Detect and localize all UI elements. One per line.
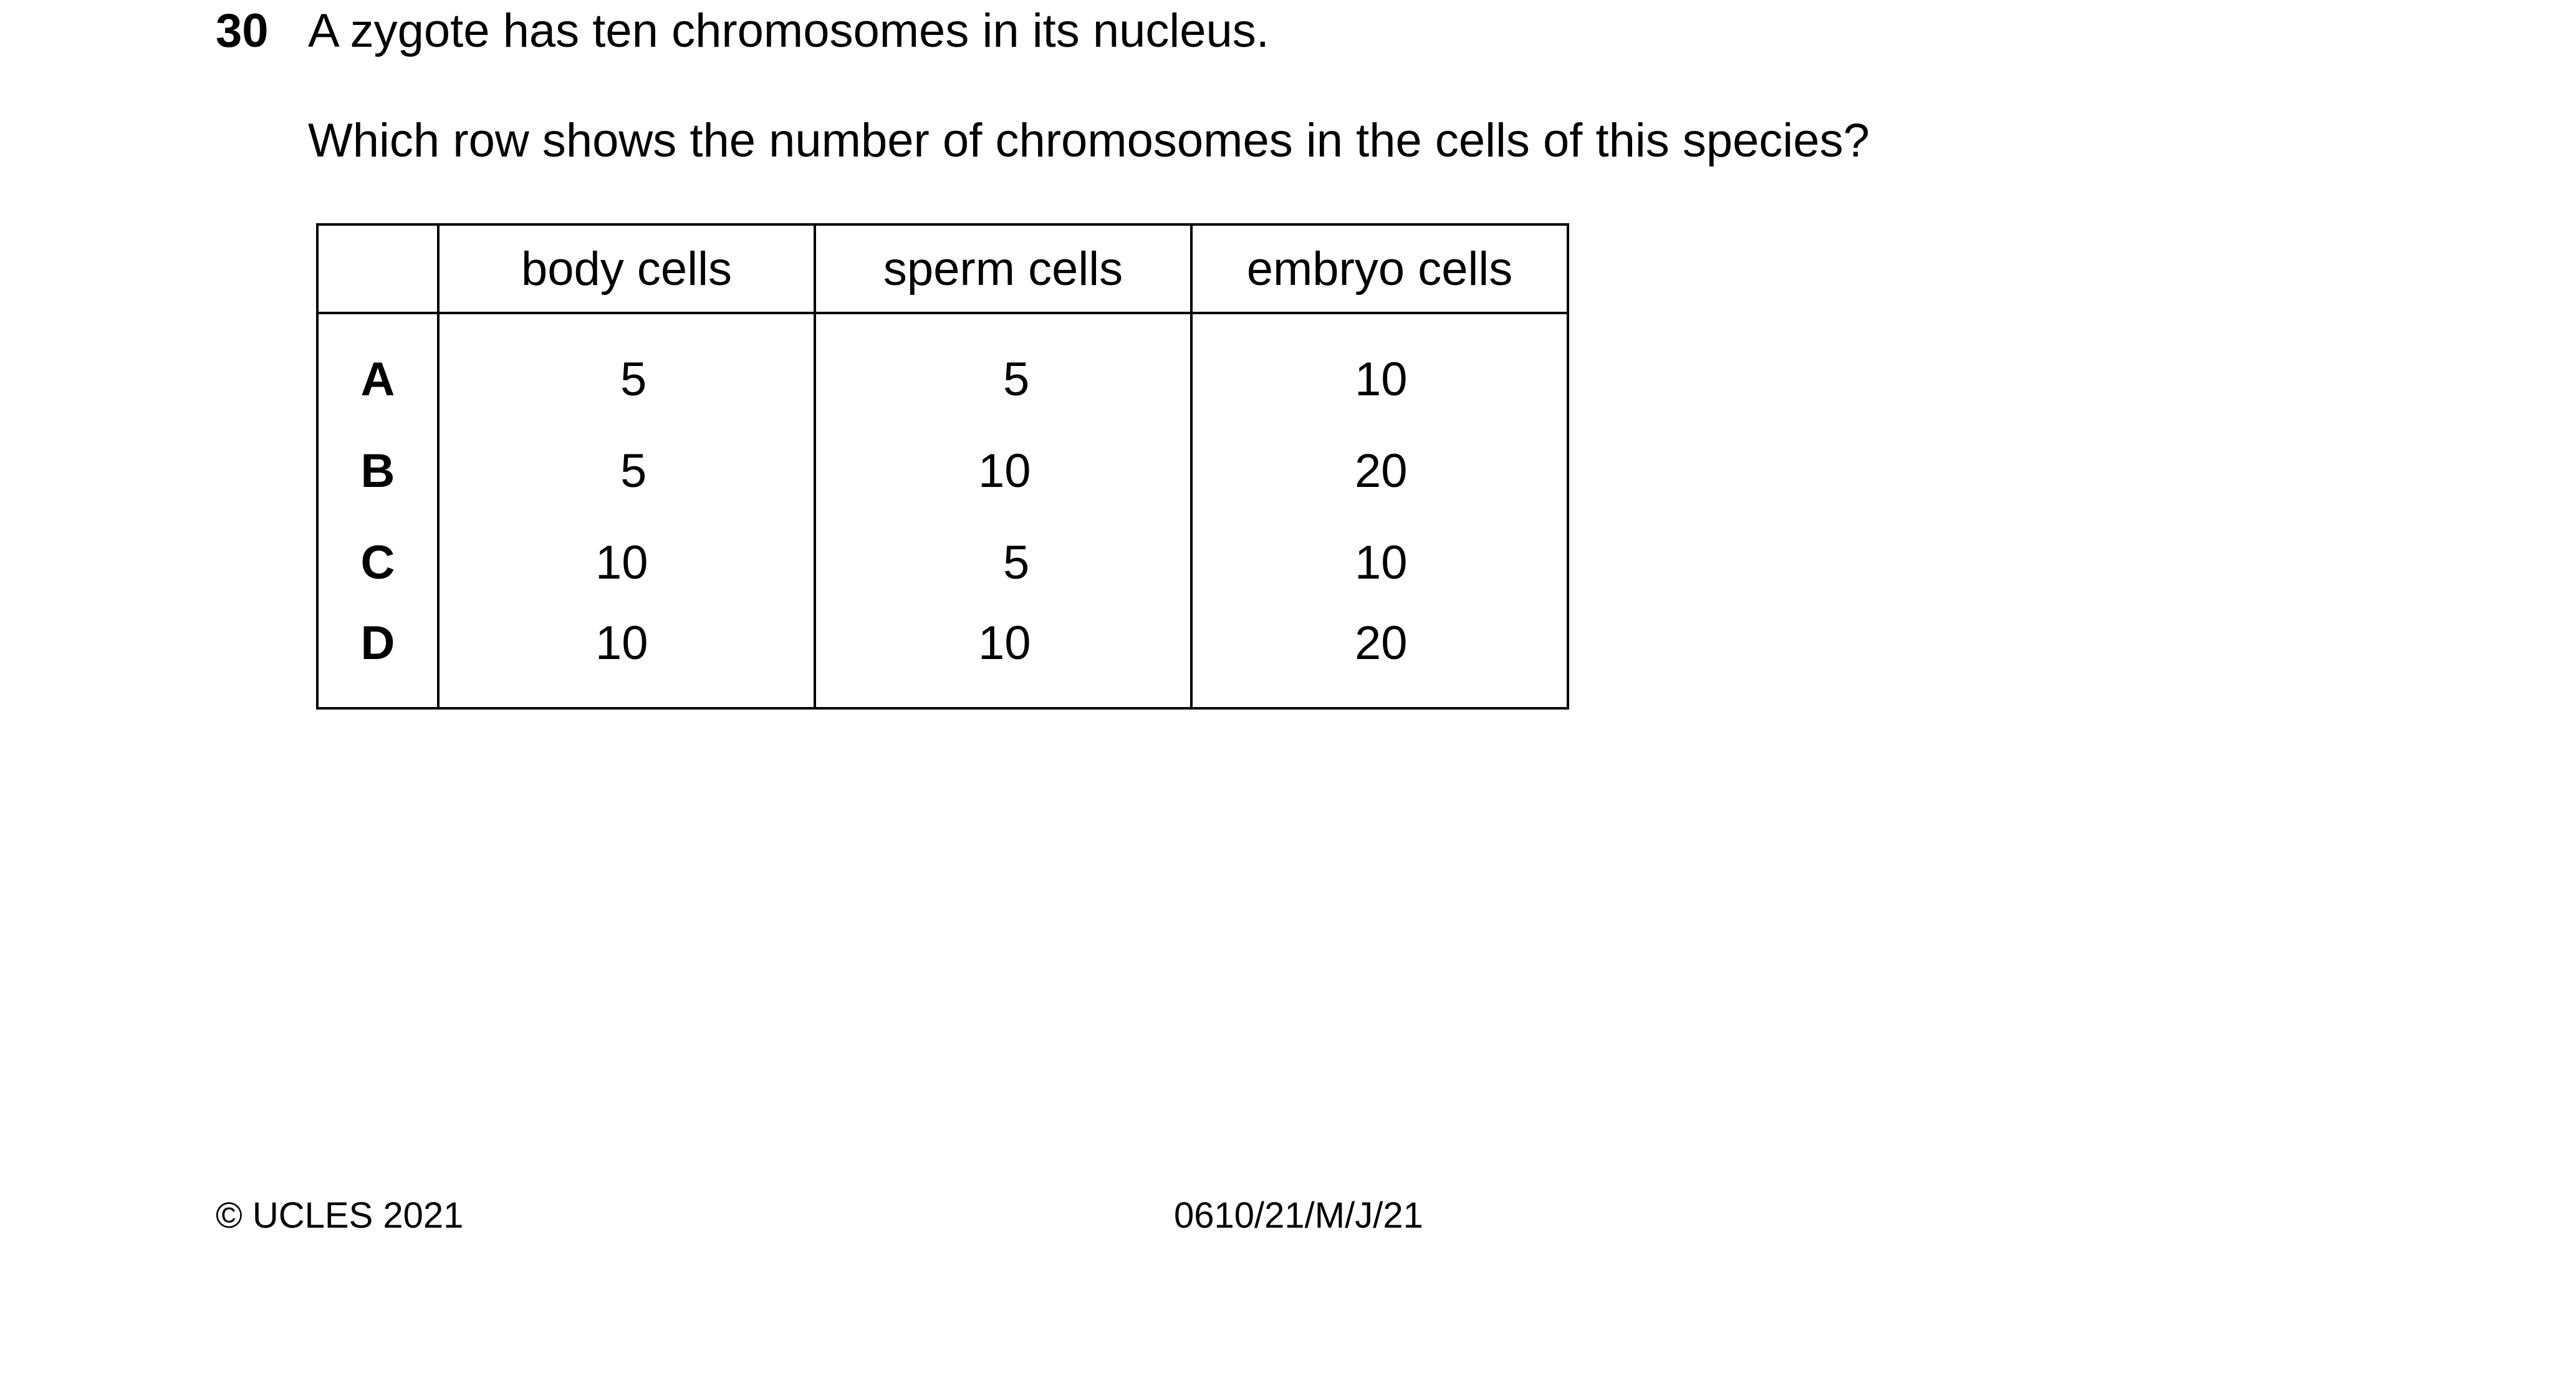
answer-options-table: body cells sperm cells embryo cells A 5 … (316, 223, 1569, 710)
header-blank-cell (316, 223, 440, 314)
embryo-cells-value: 20 (1190, 425, 1569, 517)
copyright-notice: © UCLES 2021 (216, 1195, 464, 1236)
paper-code: 0610/21/M/J/21 (1174, 1195, 1423, 1236)
sperm-cells-value: 5 (814, 313, 1193, 425)
question-number: 30 (216, 4, 269, 57)
body-cells-value: 5 (437, 313, 816, 425)
body-cells-value: 10 (437, 517, 816, 609)
sperm-cells-value: 10 (814, 609, 1193, 710)
option-key-b: B (316, 425, 440, 517)
option-key-a: A (316, 313, 440, 425)
table-row: B 5 10 20 (316, 425, 1569, 517)
embryo-cells-value: 20 (1190, 609, 1569, 710)
body-cells-value: 5 (437, 425, 816, 517)
table-row: A 5 5 10 (316, 313, 1569, 425)
embryo-cells-value: 10 (1190, 517, 1569, 609)
table-row: C 10 5 10 (316, 517, 1569, 609)
question-prompt: Which row shows the number of chromosome… (308, 114, 1870, 167)
embryo-cells-value: 10 (1190, 313, 1569, 425)
header-sperm-cells: sperm cells (814, 223, 1193, 314)
header-embryo-cells: embryo cells (1190, 223, 1569, 314)
table-header-row: body cells sperm cells embryo cells (316, 223, 1569, 314)
sperm-cells-value: 10 (814, 425, 1193, 517)
header-body-cells: body cells (437, 223, 816, 314)
body-cells-value: 10 (437, 609, 816, 710)
question-stem: A zygote has ten chromosomes in its nucl… (308, 4, 1269, 57)
table-row: D 10 10 20 (316, 609, 1569, 710)
sperm-cells-value: 5 (814, 517, 1193, 609)
option-key-c: C (316, 517, 440, 609)
option-key-d: D (316, 609, 440, 710)
